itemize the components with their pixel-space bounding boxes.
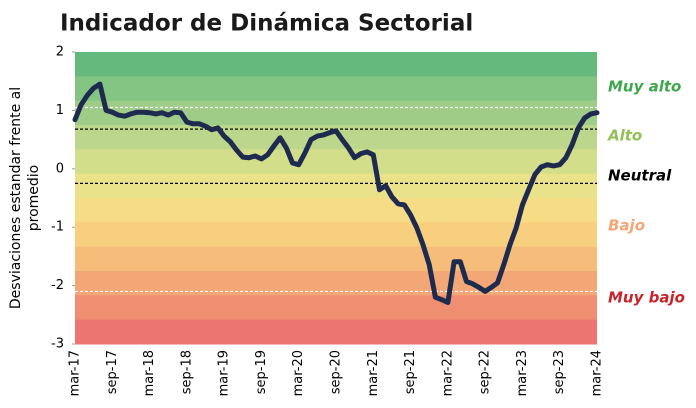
annotation: Muy alto [608, 78, 681, 96]
annotation: Bajo [608, 217, 645, 235]
y-tick-label: 0 [56, 161, 64, 176]
y-tick-label: 2 [56, 45, 64, 60]
x-tick-label: mar-21 [366, 350, 381, 396]
x-tick-label: mar-24 [590, 350, 605, 396]
background-band [75, 76, 597, 102]
background-band [75, 271, 597, 296]
background-band [75, 198, 597, 223]
background-band [75, 246, 597, 272]
y-axis-label: promedio [26, 165, 42, 232]
x-tick-label: mar-19 [217, 350, 232, 396]
x-tick-label: sep-18 [179, 350, 194, 394]
x-tick-label: sep-23 [552, 350, 567, 394]
x-tick-label: mar-20 [291, 350, 306, 396]
background-band [75, 295, 597, 321]
background-band [75, 149, 597, 175]
background-band [75, 173, 597, 199]
y-axis-label: Desviaciones estandar frente al [8, 87, 24, 309]
x-tick-label: mar-22 [440, 350, 455, 396]
x-tick-label: mar-23 [515, 350, 530, 396]
y-tick-label: -2 [51, 278, 64, 293]
background-band [75, 52, 597, 77]
data-line [72, 81, 600, 305]
x-tick-label: sep-22 [478, 350, 493, 394]
x-tick-label: sep-19 [254, 350, 269, 394]
y-tick-label: -1 [51, 220, 64, 235]
x-tick-label: mar-17 [68, 350, 83, 396]
x-tick-label: sep-17 [105, 350, 120, 394]
annotation: Alto [607, 127, 642, 145]
x-tick-label: mar-18 [142, 350, 157, 396]
chart-title: Indicador de Dinámica Sectorial [60, 11, 473, 37]
annotation: Neutral [608, 167, 672, 185]
y-tick-label: 1 [56, 103, 64, 118]
x-tick-label: sep-21 [403, 350, 418, 394]
x-tick-label: sep-20 [329, 350, 344, 394]
background-band [75, 319, 597, 345]
y-tick-label: -3 [51, 337, 64, 352]
annotation: Muy bajo [608, 289, 685, 307]
